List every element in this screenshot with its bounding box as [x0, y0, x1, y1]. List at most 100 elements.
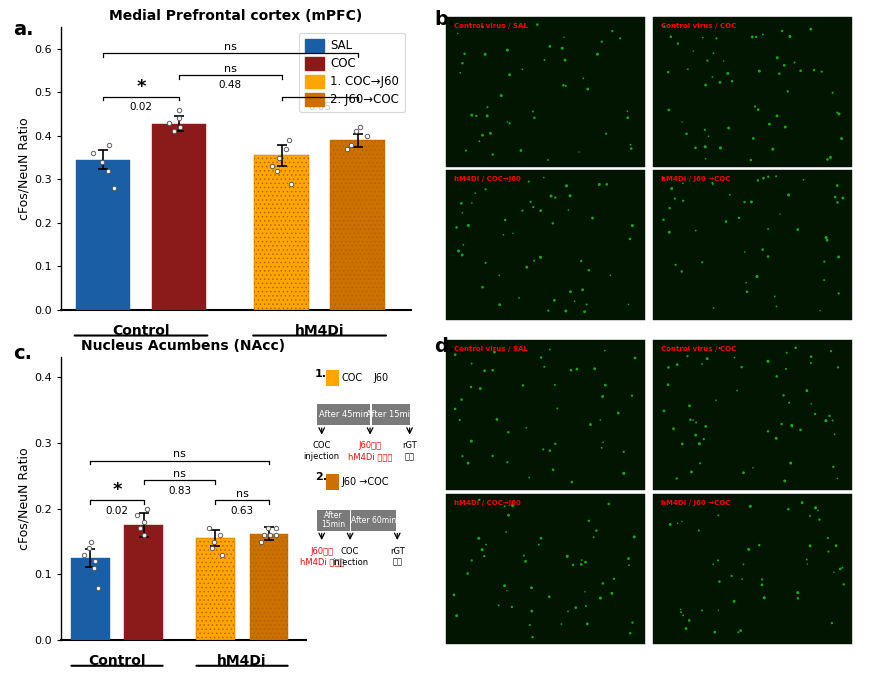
Point [835, 133, 849, 144]
Point [713, 77, 727, 88]
Point [668, 193, 682, 204]
Point [519, 423, 533, 433]
Point [483, 128, 497, 139]
Point [448, 349, 462, 360]
Point [778, 476, 792, 487]
Text: 0.02: 0.02 [129, 102, 152, 112]
Point [761, 356, 775, 367]
Text: rGT: rGT [390, 547, 405, 555]
Text: ns: ns [224, 42, 237, 52]
Bar [446, 17, 645, 167]
Point [808, 503, 822, 514]
Point [683, 615, 697, 626]
Point [711, 510, 725, 521]
Point [481, 102, 495, 113]
Point [695, 359, 709, 369]
Text: hM4Di 활성화: hM4Di 활성화 [300, 557, 343, 567]
Point [534, 206, 548, 216]
Point [270, 165, 284, 176]
Point [607, 574, 621, 584]
Point [454, 67, 468, 78]
Point [675, 266, 689, 277]
Bar [330, 140, 385, 310]
Point [830, 107, 844, 118]
Point [454, 198, 468, 209]
Point [675, 516, 689, 527]
Point [464, 381, 478, 392]
Point [479, 184, 493, 195]
Point [566, 559, 580, 570]
Point [662, 203, 676, 214]
Point [547, 295, 561, 306]
Point [579, 299, 593, 310]
Point [600, 128, 614, 139]
Point [826, 88, 840, 98]
Point [512, 293, 526, 303]
Point [140, 503, 154, 514]
Point [723, 189, 737, 200]
Point [794, 65, 808, 76]
Point [488, 346, 502, 357]
Point [621, 113, 635, 123]
Point [676, 178, 690, 189]
Point [284, 179, 298, 189]
Text: COC: COC [313, 441, 331, 450]
Point [710, 33, 724, 44]
Point [479, 539, 493, 550]
Point [770, 53, 784, 63]
Point [719, 216, 733, 227]
Point [263, 530, 277, 541]
Point [475, 282, 489, 293]
Point [564, 365, 578, 375]
Point [827, 567, 841, 578]
Point [752, 104, 766, 115]
Point [603, 270, 617, 280]
Text: 0.63: 0.63 [231, 506, 253, 516]
Point [268, 530, 282, 541]
Point [826, 462, 840, 472]
Point [496, 229, 510, 240]
Text: 0.83: 0.83 [168, 486, 191, 496]
Point [742, 544, 756, 555]
Point [473, 136, 487, 147]
Bar [653, 340, 852, 491]
Point [692, 525, 706, 536]
Point [776, 390, 790, 401]
Point [756, 244, 770, 255]
Point [107, 183, 121, 193]
Point [545, 218, 559, 228]
Point [538, 55, 551, 65]
Point [830, 473, 844, 484]
Point [737, 559, 751, 570]
Point [791, 587, 805, 598]
Point [697, 125, 711, 135]
Point [474, 383, 488, 394]
Point [780, 347, 794, 358]
Point [656, 173, 670, 183]
Point [600, 179, 614, 189]
Point [516, 205, 530, 216]
Point [560, 551, 574, 561]
Point [589, 525, 603, 536]
Point [780, 86, 794, 97]
Point [469, 111, 483, 121]
Point [832, 109, 846, 119]
Bar [446, 493, 645, 644]
Point [831, 362, 845, 373]
Point [548, 192, 562, 203]
Text: ns: ns [224, 64, 237, 73]
Point [833, 563, 847, 574]
Text: 2.: 2. [315, 472, 327, 482]
Point [486, 450, 500, 461]
Point [785, 421, 799, 432]
Point [173, 122, 187, 133]
Point [501, 44, 515, 55]
Text: ns: ns [173, 450, 186, 460]
Point [455, 208, 469, 218]
Point [755, 574, 769, 585]
Point [753, 540, 766, 551]
Point [794, 425, 808, 435]
Point [761, 426, 775, 437]
Point [136, 516, 150, 527]
Text: COC: COC [341, 547, 359, 555]
